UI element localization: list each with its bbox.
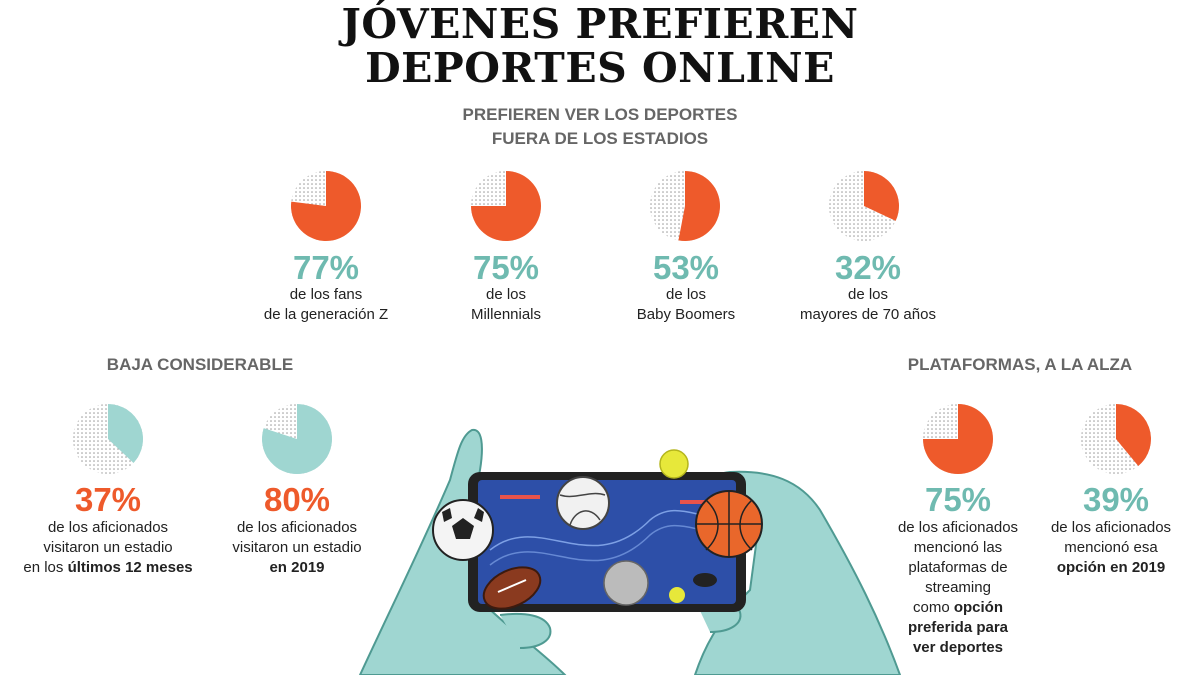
gray-ball-icon [603,560,649,606]
pie-slice [471,171,541,241]
pie-slice [108,404,143,463]
pie-streaming-preferred [923,404,993,474]
percent-visited-12-months: 37% [74,481,142,518]
caption-line: de los fans [289,286,363,303]
title-line-2: DEPORTES ONLINE [365,44,835,92]
hockey-puck-icon [693,573,717,587]
section-title-decline: BAJA CONSIDERABLE [106,355,294,374]
caption-line: de los aficionados [236,519,358,536]
caption-line: streaming [925,579,991,596]
caption-millennials: de los Millennials [406,285,606,325]
percent-visited-2019: 80% [263,481,331,518]
caption-over-70: de los mayores de 70 años [768,285,968,325]
small-tennis-ball-icon [669,587,685,603]
caption-visited-2019: de los aficionados visitaron un estadio … [207,518,387,578]
caption-line: de la generación Z [263,306,389,323]
title-line-1: JÓVENES PREFIEREN [341,0,859,48]
caption-line: opción en 2019 [1026,558,1196,578]
caption-line: como opción [868,598,1048,618]
caption-line: visitaron un estadio [232,539,362,556]
caption-line: plataformas de [908,559,1008,576]
pie-gen-z [291,171,361,241]
caption-streaming-2019: de los aficionados mencionó esa opción e… [1026,518,1196,578]
pie-over-70 [829,171,899,241]
caption-line: de los [847,286,889,303]
percent-over-70: 32% [834,249,902,286]
pie-slice [678,171,720,241]
pie-visited-12-months [73,404,143,474]
caption-bold: últimos 12 meses [67,559,193,576]
pie-slice [291,171,361,241]
pie-slice [1116,404,1151,466]
soccer-ball-icon [432,499,494,561]
caption-streaming-preferred: de los aficionados mencionó las platafor… [868,518,1048,658]
pie-slice [262,404,332,474]
section-title-platforms: PLATAFORMAS, A LA ALZA [907,355,1133,374]
subtitle-line-1: PREFIEREN VER LOS DEPORTES [462,105,738,124]
caption-baby-boomers: de los Baby Boomers [586,285,786,325]
tennis-ball-icon [659,449,689,479]
caption-line: mayores de 70 años [800,306,936,323]
caption-line: de los aficionados [47,519,169,536]
caption-gen-z: de los fans de la generación Z [226,285,426,325]
caption-line: de los aficionados [1050,519,1172,536]
basketball-icon [695,490,763,558]
caption-line: en los últimos 12 meses [18,558,198,578]
pie-slice [923,404,993,474]
caption-bold: ver deportes [912,639,1004,656]
caption-text: como [912,599,954,616]
percent-streaming-preferred: 75% [924,481,992,518]
caption-line: de los [665,286,707,303]
pie-slice [864,171,899,221]
pie-visited-2019 [262,404,332,474]
caption-bold: preferida para [907,619,1009,636]
caption-bold: opción [953,599,1004,616]
caption-text: en los [23,559,68,576]
phone-sports-illustration [358,428,902,675]
caption-visited-12-months: de los aficionados visitaron un estadio … [18,518,198,578]
caption-line: Baby Boomers [636,306,736,323]
phone-icon [468,472,746,612]
percent-baby-boomers: 53% [652,249,720,286]
subtitle-line-2: FUERA DE LOS ESTADIOS [491,129,709,148]
caption-line: mencionó las [913,539,1003,556]
caption-line: de los aficionados [897,519,1019,536]
section-title-stadiums: PREFIEREN VER LOS DEPORTES FUERA DE LOS … [0,103,1200,151]
caption-line: en 2019 [207,558,387,578]
caption-line: ver deportes [868,638,1048,658]
caption-line: preferida para [868,618,1048,638]
volleyball-icon [556,476,610,530]
percent-streaming-2019: 39% [1082,481,1150,518]
pie-baby-boomers [650,171,720,241]
pie-streaming-2019 [1081,404,1151,474]
football-icon [482,566,542,610]
caption-line: mencionó esa [1064,539,1158,556]
caption-line: visitaron un estadio [43,539,173,556]
caption-bold: opción en 2019 [1056,559,1166,576]
percent-millennials: 75% [472,249,540,286]
pie-millennials [471,171,541,241]
caption-bold: en 2019 [269,559,325,576]
main-title: JÓVENES PREFIEREN DEPORTES ONLINE [0,2,1200,90]
caption-line: Millennials [470,306,542,323]
caption-line: de los [485,286,527,303]
percent-gen-z: 77% [292,249,360,286]
